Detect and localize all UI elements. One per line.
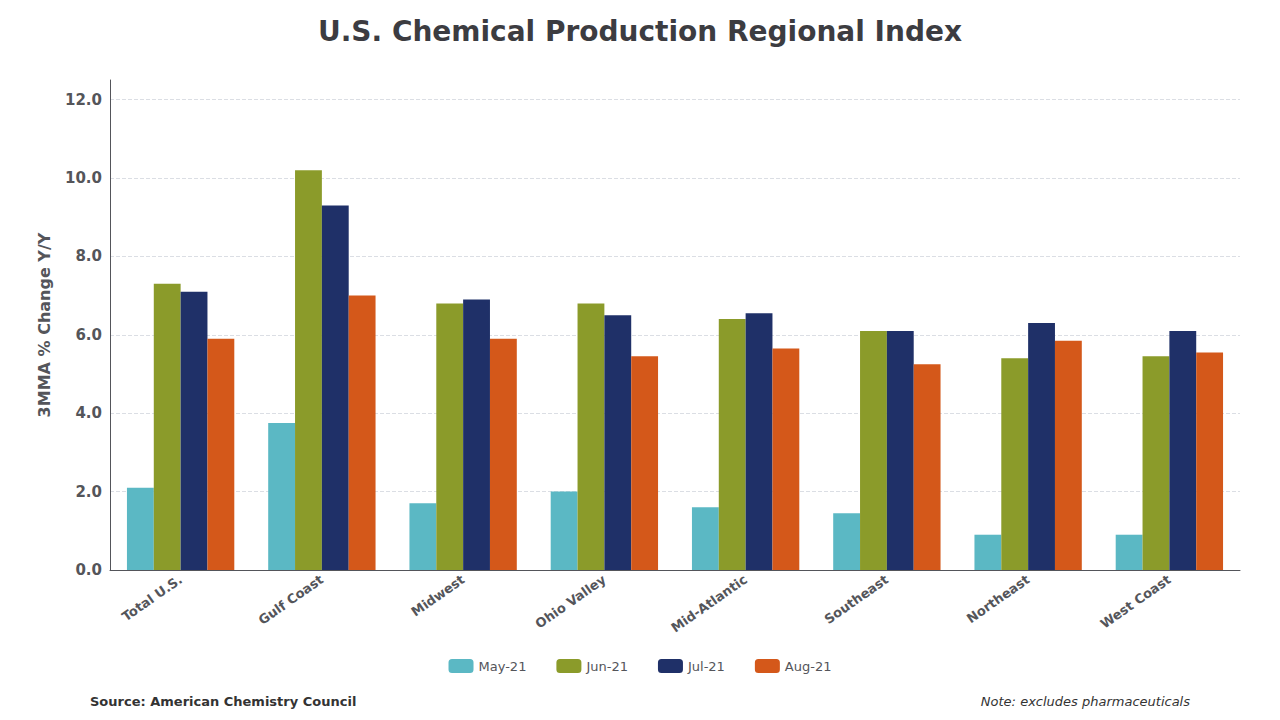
svg-text:Source: American Chemistry Cou: Source: American Chemistry Council — [90, 694, 356, 709]
svg-text:Jun-21: Jun-21 — [585, 659, 628, 674]
svg-text:West Coast: West Coast — [1098, 572, 1174, 632]
svg-text:4.0: 4.0 — [75, 404, 102, 422]
svg-text:6.0: 6.0 — [75, 326, 102, 344]
svg-text:Ohio Valley: Ohio Valley — [532, 572, 609, 632]
svg-text:10.0: 10.0 — [65, 169, 102, 187]
svg-text:Southeast: Southeast — [822, 572, 892, 627]
svg-text:12.0: 12.0 — [65, 91, 102, 109]
svg-text:8.0: 8.0 — [75, 247, 102, 265]
svg-text:Aug-21: Aug-21 — [785, 659, 832, 674]
svg-text:0.0: 0.0 — [75, 561, 102, 579]
svg-text:Jul-21: Jul-21 — [687, 659, 725, 674]
svg-text:Gulf Coast: Gulf Coast — [256, 572, 327, 628]
svg-text:Mid-Atlantic: Mid-Atlantic — [668, 572, 750, 635]
svg-text:Note: excludes pharmaceuticals: Note: excludes pharmaceuticals — [981, 694, 1190, 709]
svg-text:May-21: May-21 — [479, 659, 527, 674]
svg-text:2.0: 2.0 — [75, 483, 102, 501]
svg-text:3MMA % Change Y/Y: 3MMA % Change Y/Y — [35, 232, 54, 417]
svg-text:Northeast: Northeast — [964, 572, 1033, 626]
svg-text:Total U.S.: Total U.S. — [119, 572, 185, 624]
svg-text:U.S. Chemical Production Regio: U.S. Chemical Production Regional Index — [318, 15, 962, 48]
svg-text:Midwest: Midwest — [408, 572, 467, 620]
